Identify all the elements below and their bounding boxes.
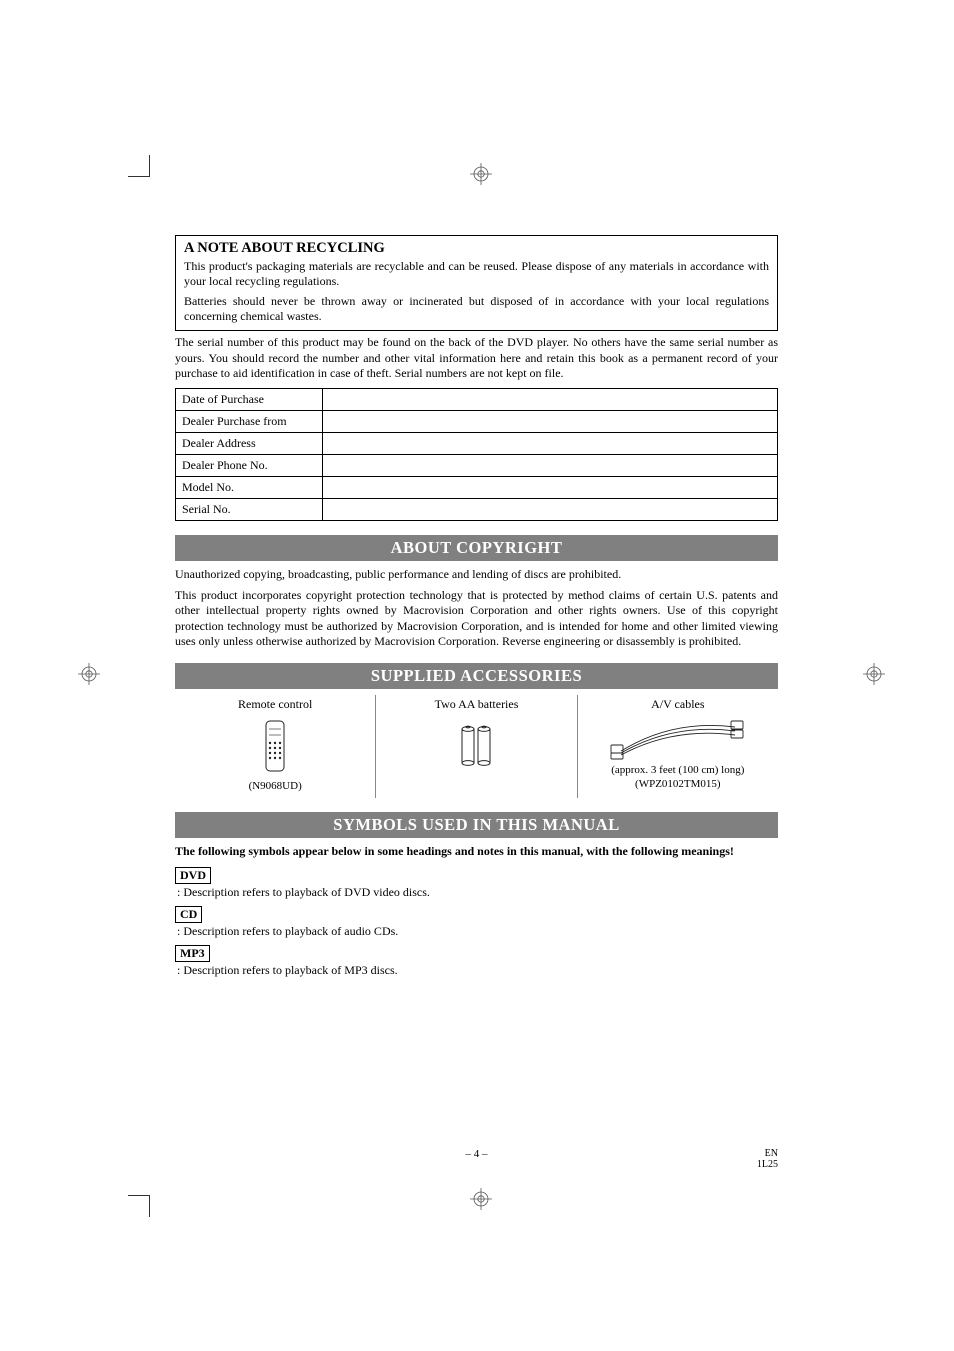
- recycling-heading: A NOTE ABOUT RECYCLING: [184, 240, 769, 257]
- batteries-icon: [384, 716, 568, 778]
- symbol-cd: CD : Description refers to playback of a…: [175, 902, 778, 939]
- accessory-remote: Remote control (N9068UD): [175, 695, 376, 798]
- record-label: Model No.: [176, 476, 323, 498]
- remote-sub: (N9068UD): [183, 780, 367, 792]
- cables-label: A/V cables: [586, 697, 770, 712]
- table-row: Serial No.: [176, 498, 778, 520]
- recycling-p2: Batteries should never be thrown away or…: [184, 294, 769, 325]
- mp3-tag: MP3: [175, 945, 210, 962]
- registration-mark-left: [78, 663, 100, 685]
- registration-mark-bottom: [470, 1188, 492, 1210]
- table-row: Model No.: [176, 476, 778, 498]
- record-label: Serial No.: [176, 498, 323, 520]
- page-footer: – 4 – EN 1L25: [175, 1148, 778, 1160]
- record-value: [323, 498, 778, 520]
- mp3-desc: : Description refers to playback of MP3 …: [177, 963, 778, 978]
- footer-code: 1L25: [757, 1159, 778, 1170]
- record-label: Dealer Phone No.: [176, 454, 323, 476]
- table-row: Dealer Phone No.: [176, 454, 778, 476]
- record-value: [323, 410, 778, 432]
- table-row: Dealer Purchase from: [176, 410, 778, 432]
- accessories-heading: SUPPLIED ACCESSORIES: [175, 663, 778, 689]
- page-number: – 4 –: [175, 1148, 778, 1160]
- record-value: [323, 388, 778, 410]
- copyright-heading: ABOUT COPYRIGHT: [175, 535, 778, 561]
- record-value: [323, 476, 778, 498]
- record-value: [323, 454, 778, 476]
- table-row: Dealer Address: [176, 432, 778, 454]
- remote-label: Remote control: [183, 697, 367, 712]
- record-label: Dealer Purchase from: [176, 410, 323, 432]
- record-table: Date of Purchase Dealer Purchase from De…: [175, 388, 778, 521]
- record-value: [323, 432, 778, 454]
- record-intro: The serial number of this product may be…: [175, 335, 778, 381]
- cables-icon: [586, 716, 770, 762]
- registration-mark-right: [863, 663, 885, 685]
- crop-mark-tl: [128, 155, 150, 177]
- copyright-p2: This product incorporates copyright prot…: [175, 588, 778, 649]
- crop-mark-bl: [128, 1195, 150, 1217]
- recycling-box: A NOTE ABOUT RECYCLING This product's pa…: [175, 235, 778, 331]
- batteries-label: Two AA batteries: [384, 697, 568, 712]
- dvd-tag: DVD: [175, 867, 211, 884]
- cables-sub2: (WPZ0102TM015): [586, 778, 770, 790]
- table-row: Date of Purchase: [176, 388, 778, 410]
- symbols-heading: SYMBOLS USED IN THIS MANUAL: [175, 812, 778, 838]
- footer-lang: EN: [765, 1148, 778, 1159]
- record-label: Date of Purchase: [176, 388, 323, 410]
- copyright-p1: Unauthorized copying, broadcasting, publ…: [175, 567, 778, 582]
- dvd-desc: : Description refers to playback of DVD …: [177, 885, 778, 900]
- remote-icon: [183, 716, 367, 778]
- symbols-intro: The following symbols appear below in so…: [175, 844, 778, 859]
- symbol-dvd: DVD : Description refers to playback of …: [175, 863, 778, 900]
- registration-mark-top: [470, 163, 492, 185]
- symbol-mp3: MP3 : Description refers to playback of …: [175, 941, 778, 978]
- cd-tag: CD: [175, 906, 202, 923]
- record-label: Dealer Address: [176, 432, 323, 454]
- page-content: A NOTE ABOUT RECYCLING This product's pa…: [175, 235, 778, 980]
- accessories-row: Remote control (N9068UD) Two AA batterie…: [175, 695, 778, 798]
- accessory-batteries: Two AA batteries: [376, 695, 577, 798]
- footer-right: EN 1L25: [757, 1148, 778, 1170]
- cables-sub1: (approx. 3 feet (100 cm) long): [586, 764, 770, 776]
- recycling-p1: This product's packaging materials are r…: [184, 259, 769, 290]
- accessory-cables: A/V cables (approx. 3 feet (100 cm) long…: [578, 695, 778, 798]
- cd-desc: : Description refers to playback of audi…: [177, 924, 778, 939]
